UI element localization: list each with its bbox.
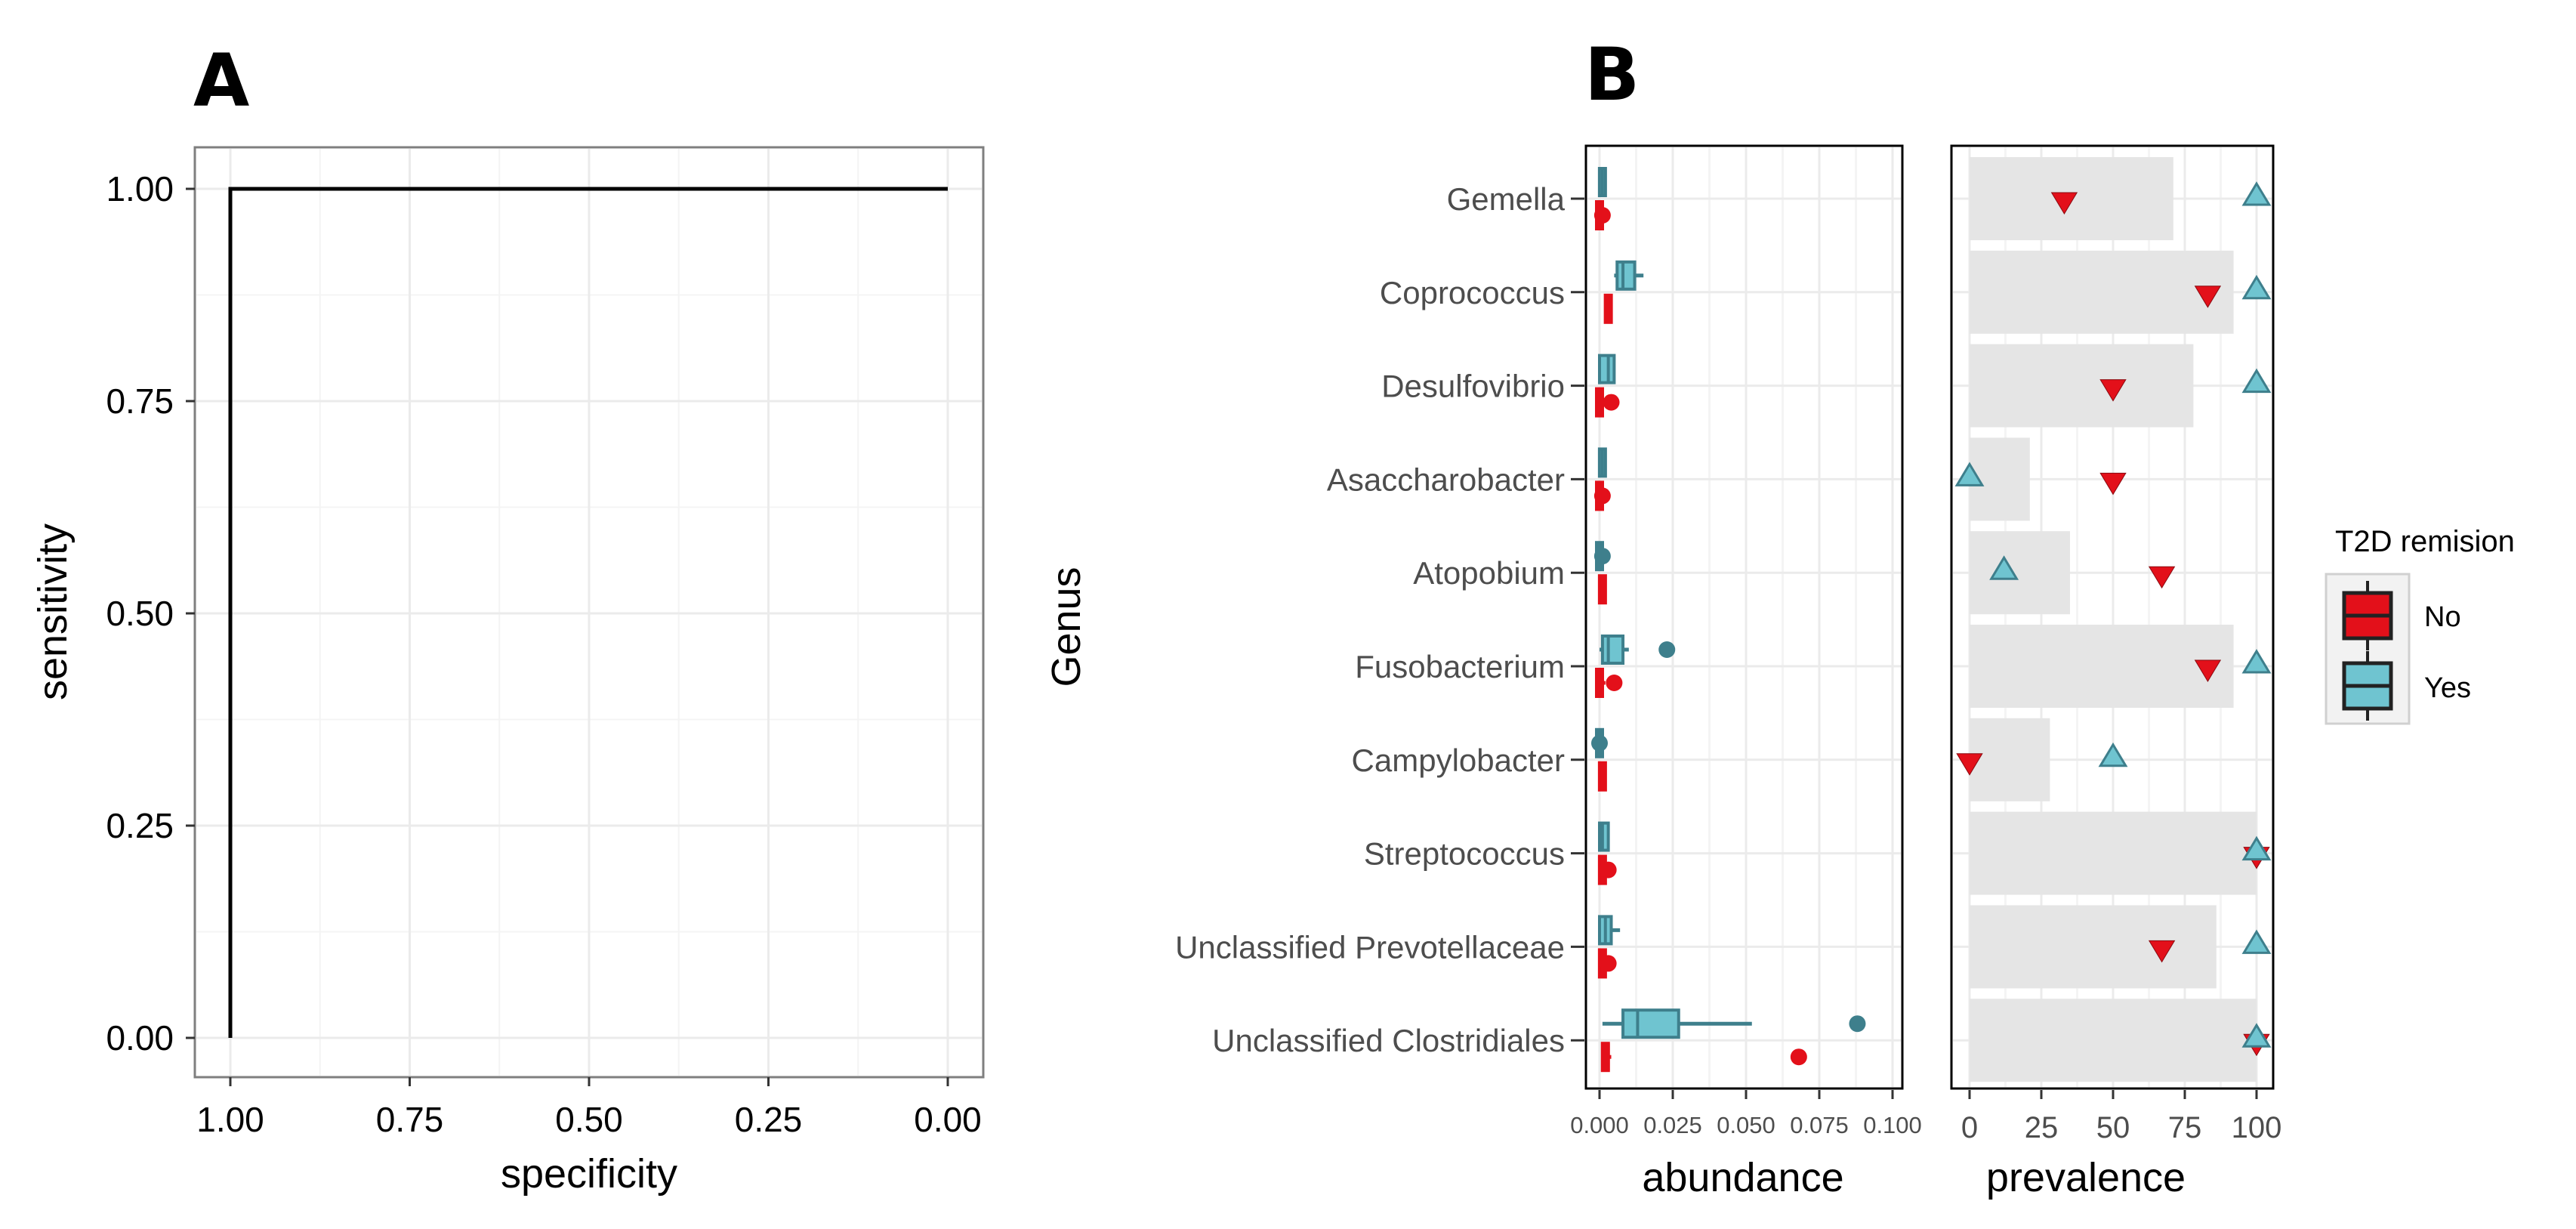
roc-y-label: sensitivity: [30, 523, 76, 700]
prevalence-bar: [1970, 344, 2194, 428]
prevalence-tick-label: 75: [2168, 1111, 2202, 1144]
legend-title: T2D remision: [2335, 525, 2515, 558]
prevalence-marker-yes: [2241, 835, 2272, 861]
genus-label: Asaccharobacter: [1327, 462, 1565, 497]
abundance-tick-label: 0.075: [1790, 1112, 1849, 1138]
genus-label: Fusobacterium: [1355, 649, 1565, 684]
prevalence-bar: [1970, 625, 2234, 708]
box-outlier: [1849, 1015, 1866, 1033]
genus-label: Streptococcus: [1364, 836, 1565, 872]
abundance-tick-label: 0.050: [1717, 1112, 1775, 1138]
roc-x-label: specificity: [501, 1151, 677, 1197]
box-outlier: [1593, 487, 1611, 505]
genus-axis-label: Genus: [1044, 567, 1089, 687]
prevalence-bars: [1970, 157, 2257, 1082]
prevalence-bar: [1970, 905, 2217, 989]
legend: T2D remision No Yes: [2325, 525, 2515, 725]
genus-label: Desulfovibrio: [1381, 369, 1565, 404]
roc-y-tick-label: 0.25: [106, 806, 174, 845]
prevalence-ticks: 0 25 50 75 100: [1961, 1090, 2282, 1144]
genus-label: Unclassified Prevotellaceae: [1175, 929, 1565, 965]
prevalence-marker-no: [2099, 379, 2127, 402]
roc-x-tick-label: 0.25: [735, 1100, 803, 1139]
roc-x-tick-label: 0.00: [914, 1100, 982, 1139]
roc-x-tick-label: 1.00: [196, 1100, 264, 1139]
box-iqr: [1600, 635, 1625, 665]
prevalence-marker-yes: [2241, 368, 2272, 394]
prevalence-x-label: prevalence: [1986, 1155, 2186, 1200]
legend-entry-no: No: [2424, 601, 2461, 633]
box-outlier: [1603, 394, 1620, 411]
box-outlier: [1591, 734, 1608, 752]
genus-panel: Genus Gemella Coprococcus Desulfovibrio Asa…: [1044, 144, 2515, 1200]
genus-label: Atopobium: [1413, 555, 1565, 591]
roc-x-tick-label: 0.50: [555, 1100, 623, 1139]
box-outlier: [1600, 861, 1617, 879]
roc-y-tick-label: 0.75: [106, 381, 174, 421]
box-outlier: [1658, 641, 1676, 658]
prevalence-marker-no: [2194, 286, 2222, 308]
prevalence-marker-yes: [2241, 1023, 2272, 1048]
prevalence-bar: [1970, 250, 2234, 334]
roc-panel: 1.00 0.75 0.50 0.25 0.000.000.250.500.751.00…: [30, 146, 985, 1197]
prevalence-marker-yes: [2241, 929, 2272, 954]
box-outlier: [1600, 955, 1617, 972]
prevalence-marker-yes: [2241, 649, 2272, 674]
abundance-tick-label: 0.000: [1570, 1112, 1629, 1138]
prevalence-marker-no: [2050, 192, 2078, 215]
box-iqr: [1621, 1008, 1680, 1039]
roc-y-tick-label: 0.00: [106, 1018, 174, 1058]
prevalence-bar: [1970, 999, 2257, 1082]
prevalence-tick-label: 100: [2232, 1111, 2282, 1144]
prevalence-marker-no: [2148, 940, 2176, 963]
prevalence-bar: [1970, 531, 2070, 615]
abundance-plot-area: [1584, 144, 1904, 1090]
prevalence-tick-label: 25: [2025, 1111, 2059, 1144]
box-outlier: [1790, 1048, 1807, 1066]
box-outlier: [1593, 548, 1611, 565]
box-outlier: [1606, 675, 1623, 691]
legend-entry-yes: Yes: [2424, 672, 2471, 704]
genus-label: Gemella: [1447, 181, 1566, 217]
prevalence-tick-label: 0: [1961, 1111, 1978, 1144]
box-iqr: [1615, 260, 1637, 291]
abundance-gridlines: [1587, 147, 1901, 1087]
prevalence-marker-yes: [2241, 274, 2272, 300]
prevalence-markers: [1954, 181, 2272, 1057]
prevalence-marker-no: [2148, 566, 2176, 589]
abundance-tick-label: 0.025: [1643, 1112, 1702, 1138]
roc-curve: [228, 187, 948, 1038]
roc-ticks: 1.00 0.75 0.50 0.25 0.00 0.00 0.25 0.50 0.75 1.00: [106, 169, 981, 1139]
genus-label: Coprococcus: [1380, 275, 1565, 310]
genus-labels: Gemella Coprococcus Desulfovibrio Asaccharo…: [1175, 181, 1584, 1058]
prevalence-marker-yes: [2241, 181, 2272, 206]
legend-keys: [2342, 581, 2393, 721]
roc-y-tick-label: 0.50: [106, 594, 174, 633]
genus-label: Unclassified Clostridiales: [1212, 1023, 1565, 1058]
prevalence-marker-no: [2099, 472, 2127, 496]
prevalence-marker-yes: [1954, 462, 1985, 486]
prevalence-marker-no: [1956, 753, 1983, 776]
genus-label: Campylobacter: [1352, 743, 1565, 778]
prevalence-bar: [1970, 718, 2050, 801]
roc-x-tick-label: 0.75: [376, 1100, 444, 1139]
abundance-boxplots: [1591, 167, 1866, 1073]
prevalence-bar: [1970, 811, 2257, 895]
abundance-tick-label: 0.100: [1863, 1112, 1922, 1138]
prevalence-marker-no: [2194, 659, 2222, 682]
abundance-x-label: abundance: [1642, 1155, 1843, 1200]
panel-a-label: A: [193, 39, 249, 123]
prevalence-marker-yes: [1989, 555, 2019, 580]
prevalence-tick-label: 50: [2096, 1111, 2130, 1144]
box-outlier: [1593, 207, 1611, 224]
panel-b-label: B: [1584, 32, 1640, 117]
prevalence-marker-yes: [2098, 742, 2128, 767]
roc-y-tick-label: 1.00: [106, 169, 174, 208]
abundance-ticks: 0.000 0.025 0.050 0.075 0.100: [1570, 1090, 1922, 1138]
